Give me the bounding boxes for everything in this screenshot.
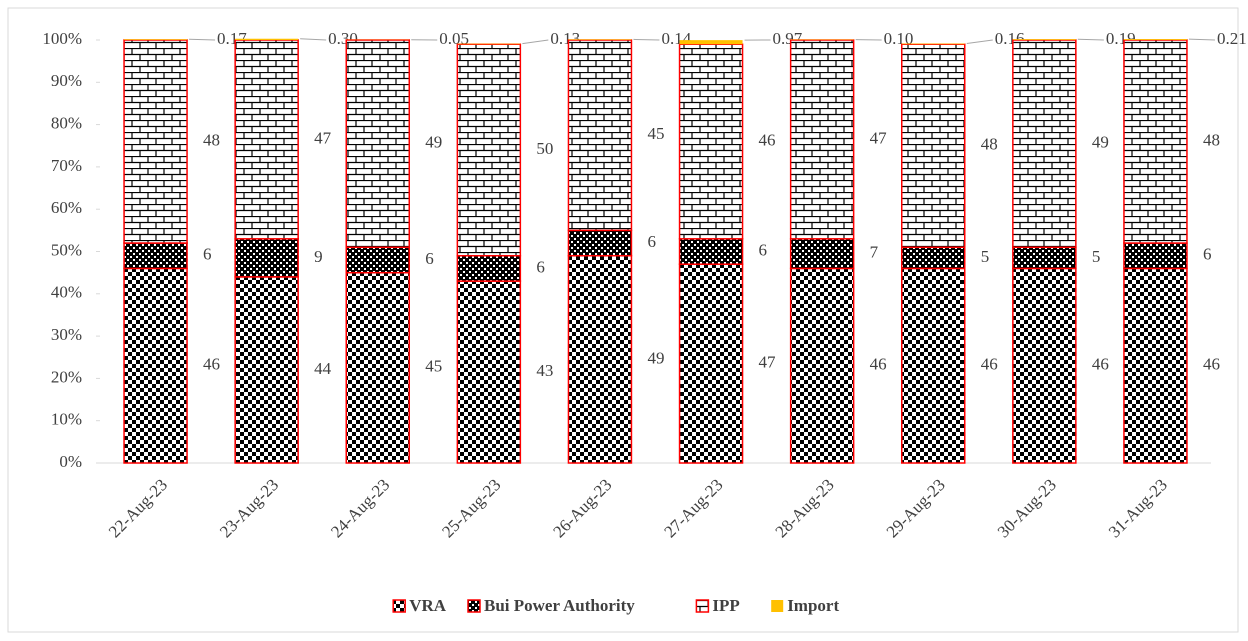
leader-line bbox=[189, 38, 216, 41]
leader-line bbox=[1077, 38, 1104, 41]
bar-segment bbox=[234, 39, 299, 240]
data-label: 47 bbox=[759, 353, 777, 372]
bar-segment bbox=[901, 267, 966, 464]
bar-segment bbox=[568, 39, 632, 40]
data-label: 48 bbox=[1203, 130, 1220, 149]
bar-segment bbox=[1123, 242, 1188, 270]
data-label: 7 bbox=[870, 243, 879, 262]
bar-segment bbox=[901, 43, 966, 249]
data-label: 49 bbox=[425, 133, 442, 152]
data-label: 45 bbox=[647, 124, 664, 143]
y-tick-label: 70% bbox=[51, 156, 82, 175]
bar-segment bbox=[678, 43, 744, 240]
bar-segment bbox=[124, 39, 188, 40]
data-label: 6 bbox=[759, 240, 768, 259]
data-label: 48 bbox=[203, 130, 220, 149]
bar-segment bbox=[789, 267, 855, 464]
bar-segment bbox=[456, 280, 522, 464]
bar-segment bbox=[123, 267, 188, 464]
bar-segment bbox=[1012, 267, 1077, 464]
data-label: 49 bbox=[1092, 133, 1109, 152]
y-tick-label: 50% bbox=[51, 240, 82, 259]
data-label: 50 bbox=[536, 139, 553, 158]
legend-swatch bbox=[695, 599, 710, 613]
bar-segment bbox=[234, 276, 299, 464]
bar-segment bbox=[901, 43, 965, 45]
legend-label: Bui Power Authority bbox=[484, 596, 635, 615]
bar-segment bbox=[679, 40, 743, 45]
bar-segment bbox=[1012, 39, 1077, 249]
data-label: 46 bbox=[1203, 355, 1220, 374]
y-tick-label: 0% bbox=[59, 452, 82, 471]
leader-line bbox=[633, 38, 660, 41]
bar-segment bbox=[234, 238, 299, 278]
data-label: 49 bbox=[647, 348, 664, 367]
bar-segment bbox=[345, 39, 410, 249]
legend-swatch bbox=[392, 599, 406, 613]
leader-line bbox=[300, 38, 327, 41]
bar-segment bbox=[345, 271, 410, 464]
bar-segment bbox=[789, 238, 855, 270]
legend-swatch bbox=[771, 600, 784, 612]
y-tick-label: 90% bbox=[51, 71, 82, 90]
data-label: 47 bbox=[314, 128, 332, 147]
bar-segment bbox=[901, 246, 966, 270]
data-label: 5 bbox=[981, 247, 990, 266]
y-tick-label: 20% bbox=[51, 367, 82, 386]
bar-segment bbox=[789, 39, 855, 240]
y-tick-label: 60% bbox=[51, 198, 82, 217]
data-label: 6 bbox=[1203, 245, 1212, 264]
data-label: 46 bbox=[981, 355, 998, 374]
bar-segment bbox=[678, 238, 744, 265]
y-tick-label: 100% bbox=[42, 29, 82, 48]
bar-segment bbox=[678, 263, 744, 464]
y-tick-label: 10% bbox=[51, 410, 82, 429]
bar-segment bbox=[567, 229, 633, 257]
bar-segment bbox=[567, 39, 633, 232]
legend-label: VRA bbox=[409, 596, 447, 615]
leader-line bbox=[522, 39, 549, 45]
bar-segment bbox=[1012, 246, 1077, 270]
data-label: 47 bbox=[870, 128, 888, 147]
leader-line bbox=[966, 39, 993, 45]
data-label: 46 bbox=[1092, 355, 1109, 374]
data-label: 6 bbox=[425, 249, 434, 268]
bar-segment bbox=[235, 38, 299, 40]
bar-segment bbox=[456, 254, 522, 282]
bar-segment bbox=[567, 254, 633, 464]
legend-label: Import bbox=[787, 596, 839, 615]
bar-segment bbox=[345, 246, 410, 274]
data-label: 6 bbox=[647, 232, 656, 251]
legend-label: IPP bbox=[712, 596, 739, 615]
leader-line bbox=[1188, 38, 1215, 41]
bar-segment bbox=[1123, 39, 1188, 244]
data-label: 5 bbox=[1092, 247, 1101, 266]
data-label: 9 bbox=[314, 247, 323, 266]
bar-segment bbox=[457, 43, 521, 45]
data-label: 0.05 bbox=[439, 29, 469, 48]
bar-segment bbox=[1123, 267, 1188, 464]
y-tick-label: 30% bbox=[51, 325, 82, 344]
data-label: 6 bbox=[203, 245, 212, 264]
y-tick-label: 80% bbox=[51, 114, 82, 133]
data-label: 45 bbox=[425, 357, 442, 376]
bar-segment bbox=[123, 39, 188, 244]
data-label: 46 bbox=[870, 355, 887, 374]
data-label: 43 bbox=[536, 361, 553, 380]
data-label: 0.21 bbox=[1217, 29, 1247, 48]
bar-segment bbox=[456, 43, 522, 257]
bar-segment bbox=[1123, 39, 1187, 40]
bar-segment bbox=[123, 242, 188, 270]
y-tick-label: 40% bbox=[51, 283, 82, 302]
data-label: 6 bbox=[536, 257, 545, 276]
data-label: 46 bbox=[203, 355, 220, 374]
data-label: 0.10 bbox=[884, 29, 914, 48]
data-label: 44 bbox=[314, 359, 332, 378]
legend-swatch bbox=[467, 599, 481, 613]
bar-segment bbox=[1012, 39, 1076, 40]
data-label: 46 bbox=[759, 130, 776, 149]
data-label: 48 bbox=[981, 135, 998, 154]
